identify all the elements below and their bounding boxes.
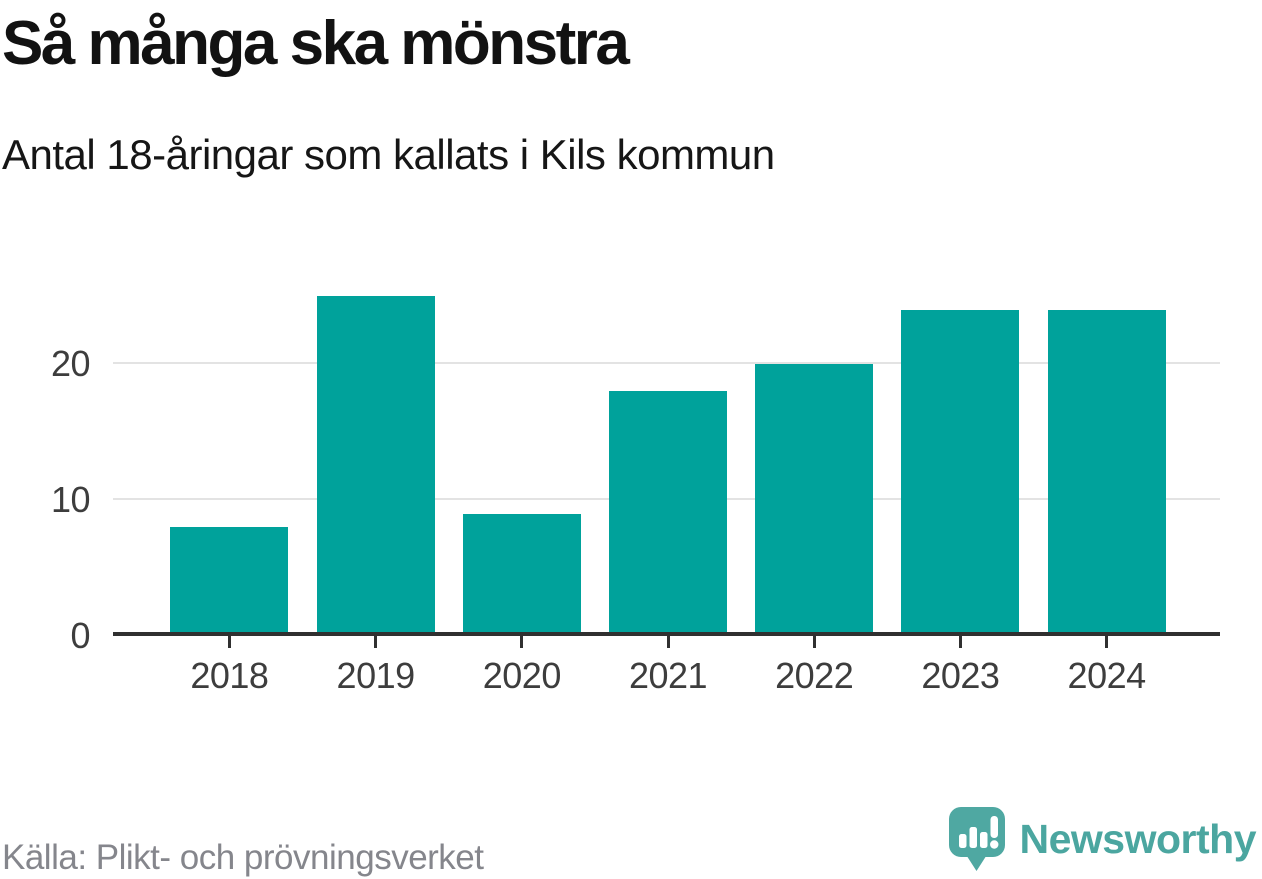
x-axis-tick-label: 2023 <box>921 655 1000 696</box>
x-axis-tick-label: 2019 <box>336 655 416 696</box>
bar-2024 <box>1047 309 1166 636</box>
y-axis-tick-label: 10 <box>50 479 91 520</box>
bar-2022 <box>755 364 874 636</box>
x-axis-line <box>113 632 1220 636</box>
chart-title: Så många ska mönstra <box>2 9 630 78</box>
bar-2018 <box>170 527 289 636</box>
y-axis-tick-label: 0 <box>70 615 90 656</box>
chart-subtitle: Antal 18-åringar som kallats i Kils komm… <box>2 131 775 178</box>
x-axis-tick <box>812 636 816 648</box>
x-axis-tick-label: 2022 <box>775 655 854 696</box>
x-axis-tick-label: 2021 <box>628 655 708 696</box>
y-gridline <box>113 362 1220 364</box>
brand-name: Newsworthy <box>1019 815 1257 862</box>
x-axis-tick-label: 2020 <box>482 655 562 696</box>
x-axis-tick <box>374 636 378 648</box>
source-caption: Källa: Plikt- och prövningsverket <box>2 838 484 877</box>
x-axis-tick <box>958 636 962 648</box>
y-axis-tick-label: 20 <box>50 343 91 384</box>
x-axis-tick <box>227 636 231 648</box>
newsworthy-logo-icon <box>948 807 1005 871</box>
bar-2023 <box>901 309 1020 636</box>
x-axis-tick <box>520 636 524 648</box>
bar-2020 <box>462 513 581 636</box>
x-axis-tick <box>1105 636 1109 648</box>
bar-2021 <box>609 391 727 636</box>
bar-2019 <box>316 296 435 636</box>
brand-footer: Newsworthy <box>948 806 1257 872</box>
x-axis-tick-label: 2018 <box>190 655 269 696</box>
x-axis-tick <box>666 636 670 648</box>
x-axis-tick-label: 2024 <box>1067 655 1147 696</box>
